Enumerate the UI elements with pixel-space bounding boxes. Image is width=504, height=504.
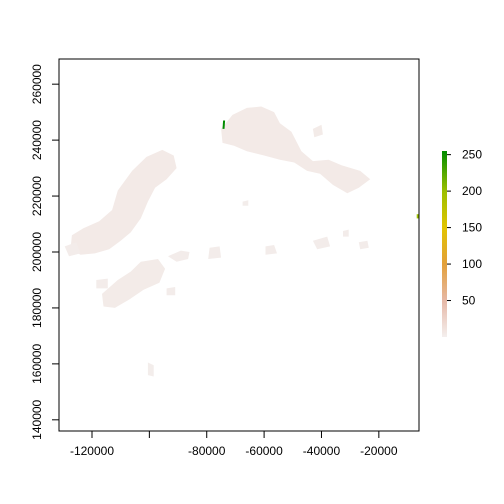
y-tick-label: 200000 [30, 232, 44, 272]
raster-region [358, 240, 369, 250]
y-tick-label: 180000 [30, 288, 44, 328]
legend-tick-label: 50 [462, 294, 476, 308]
raster-region [343, 229, 349, 237]
raster-cells [64, 106, 419, 377]
raster-region [208, 246, 222, 259]
raster-region [221, 106, 371, 194]
x-tick-label: -20000 [360, 444, 398, 458]
y-tick-label: 140000 [30, 399, 44, 439]
legend-tick-label: 200 [462, 184, 482, 198]
raster-region [265, 245, 277, 255]
raster-region [242, 200, 249, 206]
raster-region [147, 362, 154, 377]
raster-region [416, 214, 419, 219]
x-tick-label: -120000 [70, 444, 114, 458]
y-tick-label: 260000 [30, 64, 44, 104]
raster-region [166, 287, 176, 296]
raster-region [312, 124, 323, 138]
legend-tick-label: 250 [462, 148, 482, 162]
raster-region [64, 242, 81, 257]
x-axis: -120000 -80000 -60000 -40000 -20000 [70, 430, 398, 458]
raster-region [70, 149, 177, 255]
legend-ticks: 50 100 150 200 250 [447, 148, 482, 308]
x-tick-label: -40000 [303, 444, 341, 458]
raster-region [102, 259, 166, 308]
y-tick-label: 220000 [30, 176, 44, 216]
y-axis: 140000 160000 180000 200000 220000 240000 2600… [30, 64, 60, 440]
color-legend: 50 100 150 200 250 [442, 148, 482, 337]
raster-region [168, 250, 190, 262]
x-tick-label: -80000 [188, 444, 226, 458]
y-tick-label: 160000 [30, 344, 44, 384]
y-tick-label: 240000 [30, 120, 44, 160]
legend-tick-label: 100 [462, 257, 482, 271]
legend-tick-label: 150 [462, 221, 482, 235]
raster-region [222, 120, 226, 129]
x-tick-label: -60000 [245, 444, 283, 458]
raster-region [96, 278, 108, 289]
raster-region [312, 236, 331, 250]
legend-color-bar [442, 151, 447, 337]
